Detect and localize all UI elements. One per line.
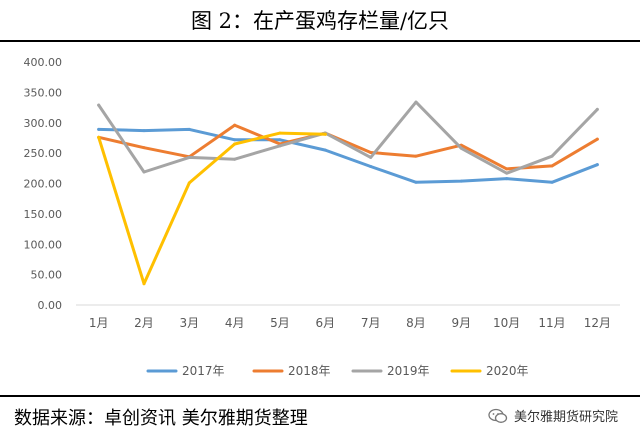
data-point [414,100,418,104]
x-tick-label: 3月 [180,316,200,330]
data-point [323,132,327,136]
data-point [278,144,282,148]
data-point [97,135,101,139]
x-tick-label: 1月 [89,316,109,330]
data-point [369,164,373,168]
data-point [233,123,237,127]
data-point [369,151,373,155]
data-point [459,179,463,183]
data-point [414,154,418,158]
legend-label: 2019年 [387,364,430,378]
x-tick-label: 2月 [134,316,154,330]
x-tick-label: 10月 [493,316,520,330]
data-point [505,177,509,181]
y-tick-label: 400.00 [24,56,63,69]
series-line [97,123,599,171]
data-point [595,107,599,111]
data-point [278,131,282,135]
data-point [595,137,599,141]
data-point [97,127,101,131]
data-point [595,163,599,167]
data-point [550,154,554,158]
footer: 数据来源：卓创资讯 美尔雅期货整理 美尔雅期货研究院 [0,395,640,435]
data-point [369,155,373,159]
y-tick-label: 300.00 [24,117,63,130]
data-point [97,103,101,107]
data-point [505,167,509,171]
y-tick-label: 150.00 [24,208,63,221]
x-tick-label: 6月 [316,316,336,330]
y-tick-label: 250.00 [24,147,63,160]
data-point [459,146,463,150]
series-line [97,131,327,286]
data-point [233,142,237,146]
data-point [187,181,191,185]
data-point [414,180,418,184]
wechat-icon [488,408,508,423]
chart-area: 0.00 50.00 100.00 150.00 200.00 250.00 300.00 3… [0,40,640,395]
line-chart: 0.00 50.00 100.00 150.00 200.00 250.00 300.00 3… [24,56,620,378]
chart-title-bar: 图 2：在产蛋鸡存栏量/亿只 [0,0,640,42]
data-point [142,170,146,174]
data-point [142,282,146,286]
data-point [187,127,191,131]
data-point [550,180,554,184]
data-point [233,138,237,142]
data-point [323,148,327,152]
data-point [142,146,146,150]
x-tick-label: 12月 [584,316,611,330]
series-line [97,127,599,184]
series-line [97,100,599,175]
legend-label: 2018年 [288,364,331,378]
x-tick-label: 11月 [538,316,565,330]
x-tick-label: 9月 [452,316,472,330]
data-point [550,164,554,168]
y-tick-label: 50.00 [31,269,63,282]
brand-name: 美尔雅期货研究院 [513,410,618,425]
series-group [97,100,599,175]
chart-title: 图 2：在产蛋鸡存栏量/亿只 [190,9,450,33]
y-tick-label: 200.00 [24,178,63,191]
legend-label: 2017年 [182,364,225,378]
data-point [233,157,237,161]
series-group [97,127,599,184]
data-point [187,155,191,159]
x-tick-label: 8月 [406,316,426,330]
x-tick-label: 7月 [361,316,381,330]
y-tick-label: 100.00 [24,238,63,251]
y-tick-label: 350.00 [24,86,63,99]
x-tick-label: 4月 [225,316,245,330]
y-tick-label: 0.00 [38,299,63,312]
legend-label: 2020年 [486,364,529,378]
x-tick-label: 5月 [270,316,290,330]
brand-watermark: 美尔雅期货研究院 [488,406,618,425]
data-point [505,171,509,175]
data-point [278,138,282,142]
data-source-note: 数据来源：卓创资讯 美尔雅期货整理 [14,408,308,429]
data-point [142,129,146,133]
series-group [97,131,327,286]
